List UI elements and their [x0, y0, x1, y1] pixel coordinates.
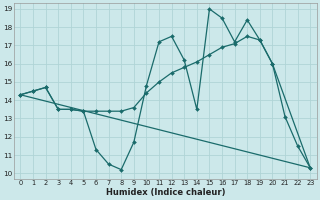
X-axis label: Humidex (Indice chaleur): Humidex (Indice chaleur) [106, 188, 225, 197]
